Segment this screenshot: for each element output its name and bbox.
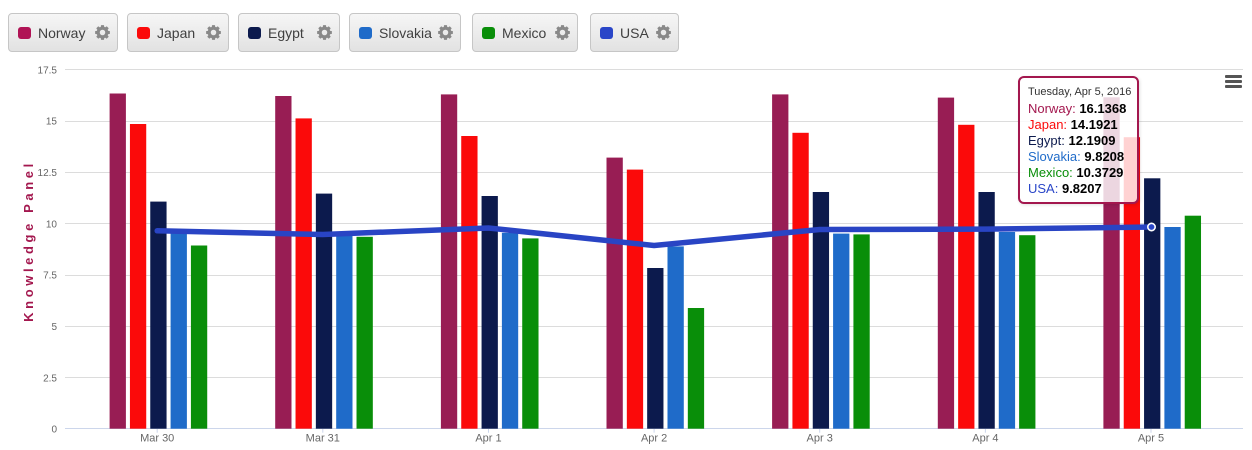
svg-text:Apr 2: Apr 2 (641, 433, 667, 445)
svg-text:Apr 5: Apr 5 (1138, 433, 1164, 445)
svg-text:Knowledge Panel: Knowledge Panel (21, 160, 36, 322)
svg-text:12.5: 12.5 (38, 168, 58, 179)
svg-text:Apr 3: Apr 3 (807, 433, 833, 445)
svg-text:5: 5 (51, 322, 57, 333)
svg-text:Apr 1: Apr 1 (475, 433, 501, 445)
svg-text:15: 15 (46, 117, 58, 128)
svg-text:10: 10 (46, 219, 58, 230)
svg-text:0: 0 (51, 425, 57, 436)
svg-text:Mar 31: Mar 31 (306, 433, 340, 445)
svg-text:Mar 30: Mar 30 (140, 433, 174, 445)
svg-text:7.5: 7.5 (43, 271, 57, 282)
svg-text:Apr 4: Apr 4 (972, 433, 998, 445)
svg-text:2.5: 2.5 (43, 373, 57, 384)
svg-text:17.5: 17.5 (38, 65, 58, 76)
